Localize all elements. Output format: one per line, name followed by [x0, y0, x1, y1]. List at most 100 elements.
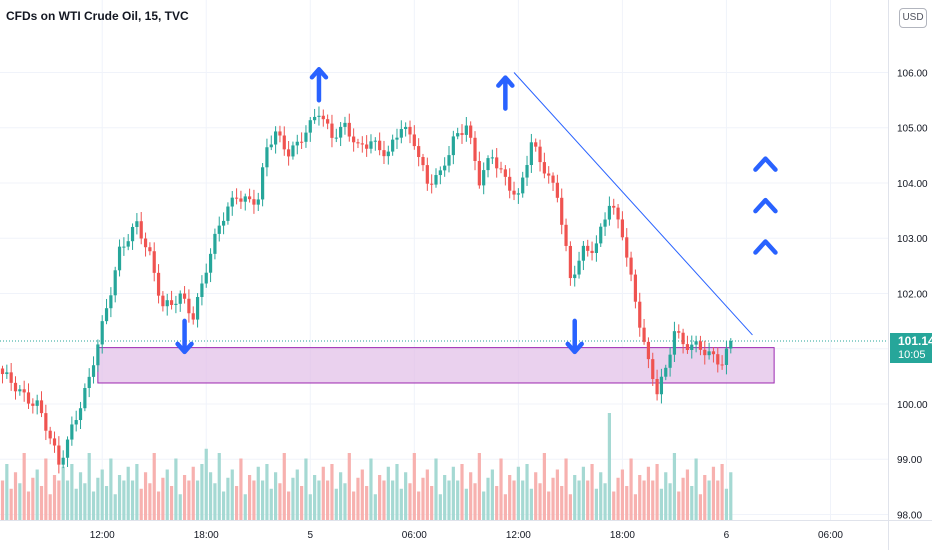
candle-body: [213, 233, 217, 254]
volume-bar: [473, 483, 477, 520]
volume-bar: [135, 464, 139, 520]
candle-body: [694, 341, 698, 345]
candle-body: [590, 250, 594, 254]
candle-body: [48, 430, 52, 439]
volume-bar: [690, 486, 694, 520]
volume-bar: [339, 472, 343, 520]
trend-line-segment: [513, 72, 753, 336]
volume-bar: [304, 458, 308, 520]
candle-body: [464, 125, 468, 135]
volume-bar: [694, 458, 698, 520]
volume-bar: [625, 486, 629, 520]
volume-bar: [326, 480, 330, 520]
x-tick-label: 06:00: [818, 530, 843, 541]
candle-body: [365, 144, 369, 149]
candle-body: [616, 207, 620, 220]
volume-bar: [230, 469, 234, 520]
candle-body: [577, 260, 581, 275]
candle-body: [109, 295, 113, 309]
volume-bar: [31, 477, 35, 520]
volume-bar: [44, 458, 48, 520]
volume-bar: [685, 469, 690, 520]
candle-body: [274, 131, 278, 145]
volume-bar: [87, 453, 91, 520]
volume-bar: [282, 453, 286, 520]
candle-body: [417, 146, 421, 158]
volume-bar: [330, 464, 334, 520]
volume-bar: [174, 458, 178, 520]
volume-bar: [83, 483, 87, 520]
volume-bar: [620, 469, 625, 520]
candle-body: [83, 387, 87, 409]
volume-bar: [404, 472, 408, 520]
support-zone[interactable]: [97, 347, 775, 384]
candle-body: [720, 364, 724, 366]
volume-bar: [148, 483, 152, 520]
volume-bar: [165, 469, 169, 520]
volume-bar: [638, 475, 642, 520]
candle-body: [317, 115, 321, 117]
candle-body: [516, 193, 520, 195]
candle-body: [655, 379, 659, 395]
volume-bar: [369, 458, 373, 520]
annotation-arrows[interactable]: [175, 67, 778, 355]
candle-body: [659, 376, 664, 395]
candle-body: [534, 142, 538, 147]
volume-bar: [412, 453, 416, 520]
candle-body: [391, 139, 395, 152]
volume-bar: [703, 475, 707, 520]
volume-bar: [629, 458, 633, 520]
candle-body: [0, 368, 5, 375]
y-tick-label: 99.00: [897, 455, 922, 466]
candle-body: [104, 308, 109, 322]
y-tick-label: 105.00: [897, 124, 928, 135]
bar-countdown: 10:05: [898, 348, 926, 361]
volume-bar: [321, 466, 325, 520]
volume-bar: [35, 469, 39, 520]
volume-bar: [74, 488, 78, 520]
candle-body: [161, 295, 165, 307]
support-zone-rect: [97, 347, 775, 384]
candle-body: [352, 136, 356, 143]
candle-body: [677, 331, 681, 333]
candle-body: [148, 247, 152, 252]
y-tick-label: 104.00: [897, 179, 928, 190]
volume-bar: [178, 494, 182, 520]
candle-body: [287, 149, 291, 157]
volume-bar: [5, 464, 9, 520]
currency-badge[interactable]: USD: [899, 8, 927, 28]
volume-bar: [659, 488, 664, 520]
candle-body: [135, 221, 139, 227]
volume-bar: [13, 472, 18, 520]
candle-body: [278, 131, 282, 136]
candle-body: [642, 327, 646, 342]
candle-body: [490, 157, 494, 159]
volume-bar: [603, 483, 607, 520]
candle-body: [551, 175, 555, 183]
candle-body: [594, 243, 598, 254]
volume-bar: [109, 458, 113, 520]
candle-body: [152, 251, 156, 273]
candle-body: [61, 457, 65, 465]
candle-body: [538, 146, 542, 163]
candle-body: [265, 147, 269, 168]
volume-bar: [91, 491, 96, 520]
trend-line[interactable]: [513, 72, 753, 336]
candle-body: [382, 150, 386, 157]
volume-bar: [616, 477, 620, 520]
candle-body: [360, 143, 364, 145]
volume-bar: [707, 480, 711, 520]
candle-body: [681, 332, 685, 345]
volume-bar: [200, 464, 204, 520]
volume-bar: [247, 475, 252, 520]
volume-bar: [542, 453, 546, 520]
candle-body: [707, 351, 711, 356]
volume-bar: [130, 480, 135, 520]
candle-body: [473, 137, 477, 162]
candle-body: [685, 344, 690, 350]
volume-bar: [256, 466, 260, 520]
last-price-value: 101.14: [898, 333, 932, 348]
